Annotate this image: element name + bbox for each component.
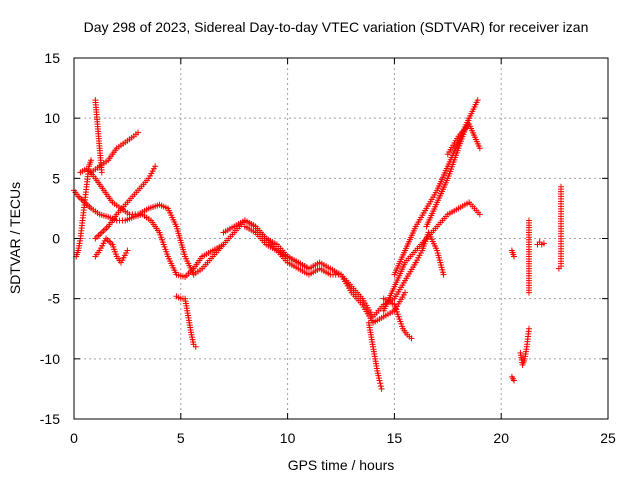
series-track	[92, 97, 105, 176]
series-track	[391, 115, 473, 278]
series-track	[534, 239, 547, 248]
series-track	[173, 293, 199, 350]
series-track	[423, 97, 481, 230]
x-tick-label: 10	[280, 430, 296, 446]
series-track	[517, 325, 532, 368]
data-point	[476, 211, 483, 218]
data-point	[525, 325, 532, 332]
data-point	[402, 289, 409, 296]
x-tick-label: 20	[493, 430, 509, 446]
data-point	[476, 145, 483, 152]
series-track	[92, 235, 131, 266]
y-tick-label: 10	[44, 110, 60, 126]
series-track	[508, 373, 518, 384]
data-point	[220, 241, 227, 248]
x-axis-label: GPS time / hours	[288, 457, 395, 473]
y-tick-label: 15	[44, 50, 60, 66]
chart-title: Day 298 of 2023, Sidereal Day-to-day VTE…	[84, 19, 589, 35]
data-point	[408, 335, 415, 342]
data-point	[525, 289, 532, 296]
data-point	[192, 343, 199, 350]
series-track	[73, 157, 95, 260]
y-tick-label: -10	[40, 351, 60, 367]
data-point	[377, 380, 384, 387]
data-point	[540, 240, 547, 247]
series-track	[412, 229, 447, 278]
series-track	[525, 217, 532, 296]
data-point	[135, 129, 142, 136]
series-track	[380, 295, 415, 342]
series-track	[365, 319, 385, 392]
series-track	[380, 199, 483, 314]
tick-labels: 0 5 10 15 20 25 -15 -10 -5 0 5 10 15	[40, 50, 616, 446]
data-point	[474, 97, 481, 104]
data-point	[511, 253, 518, 260]
series-track	[241, 223, 409, 326]
y-tick-label: 0	[52, 231, 60, 247]
x-tick-label: 0	[70, 430, 78, 446]
series-track	[508, 247, 518, 260]
data-point	[378, 385, 385, 392]
data-point	[152, 163, 159, 170]
data-point	[376, 377, 383, 384]
x-tick-label: 5	[177, 430, 185, 446]
x-tick-label: 15	[387, 430, 403, 446]
data-point	[124, 247, 131, 254]
axes	[73, 57, 609, 420]
y-axis-label: SDTVAR / TECUs	[7, 182, 23, 294]
y-tick-label: 5	[52, 170, 60, 186]
series-track	[555, 183, 565, 272]
grid-lines	[74, 58, 608, 419]
y-tick-label: -15	[40, 411, 60, 427]
data-point	[558, 183, 565, 190]
data-point	[88, 157, 95, 164]
data-point	[98, 169, 105, 176]
series-track	[444, 121, 483, 158]
data-point	[377, 383, 384, 390]
series-track	[71, 187, 312, 281]
x-tick-label: 25	[600, 430, 616, 446]
data-point	[440, 271, 447, 278]
data-point	[511, 377, 518, 384]
data-points	[71, 97, 565, 392]
series-track	[92, 163, 159, 242]
y-tick-label: -5	[48, 291, 61, 307]
